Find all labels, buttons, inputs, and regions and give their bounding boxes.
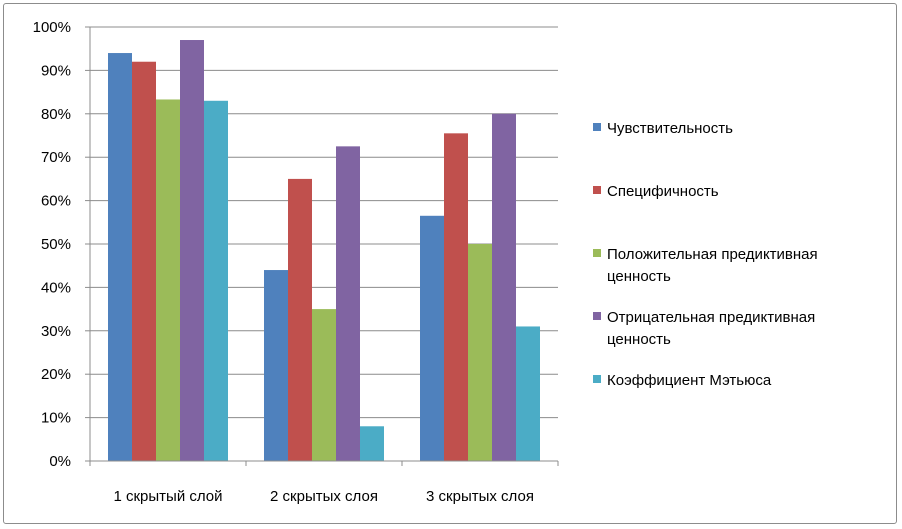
legend-swatch <box>593 312 601 320</box>
bar <box>468 244 492 461</box>
y-tick-label: 10% <box>41 410 71 427</box>
y-tick-label: 20% <box>41 366 71 383</box>
bar <box>180 40 204 462</box>
x-tick-label: 1 скрытый слой <box>113 488 222 505</box>
y-tick-label: 40% <box>41 279 71 296</box>
y-tick-label: 80% <box>41 106 71 123</box>
bar <box>336 146 360 461</box>
bar <box>492 113 516 462</box>
legend: Чувствительность Специфичность Положительн… <box>593 120 818 389</box>
legend-label-line: Положительная предиктивная <box>607 246 818 263</box>
bars <box>108 40 540 462</box>
x-tick-label: 2 скрытых слоя <box>270 488 378 505</box>
y-tick-label: 0% <box>49 453 71 470</box>
legend-swatch <box>593 186 601 194</box>
axes <box>85 26 559 466</box>
bar <box>420 215 444 461</box>
legend-label-line: Коэффициент Мэтьюса <box>607 372 772 389</box>
legend-label-line: Отрицательная предиктивная <box>607 309 815 326</box>
bar <box>360 426 384 461</box>
y-tick-label: 50% <box>41 236 71 253</box>
legend-swatch <box>593 249 601 257</box>
bar <box>108 53 132 461</box>
legend-label-line: Чувствительность <box>607 120 733 137</box>
bar <box>516 326 540 461</box>
legend-label: Положительная предиктивная ценность <box>607 246 818 285</box>
y-tick-label: 70% <box>41 149 71 166</box>
legend-label: Чувствительность <box>607 120 733 137</box>
legend-label-line: ценность <box>607 331 671 348</box>
y-tick-label: 90% <box>41 62 71 79</box>
legend-swatch <box>593 375 601 383</box>
x-axis-ticks: 1 скрытый слой 2 скрытых слоя 3 скрытых сл… <box>113 488 533 505</box>
legend-label: Отрицательная предиктивная ценность <box>607 309 815 348</box>
y-tick-label: 60% <box>41 193 71 210</box>
bar <box>132 61 156 461</box>
bar <box>264 270 288 461</box>
y-tick-label: 100% <box>33 19 71 36</box>
legend-label-line: ценность <box>607 268 671 285</box>
bar <box>156 99 180 461</box>
bar <box>444 133 468 461</box>
legend-label: Коэффициент Мэтьюса <box>607 372 772 389</box>
x-tick-label: 3 скрытых слоя <box>426 488 534 505</box>
legend-swatch <box>593 123 601 131</box>
bar <box>312 309 336 461</box>
y-axis-ticks: 0% 10% 20% 30% 40% 50% 60% 70% 80% 90% 100% <box>33 19 71 470</box>
y-tick-label: 30% <box>41 323 71 340</box>
bar <box>288 178 312 461</box>
legend-label-line: Специфичность <box>607 183 719 200</box>
legend-label: Специфичность <box>607 183 719 200</box>
bar <box>204 100 228 461</box>
